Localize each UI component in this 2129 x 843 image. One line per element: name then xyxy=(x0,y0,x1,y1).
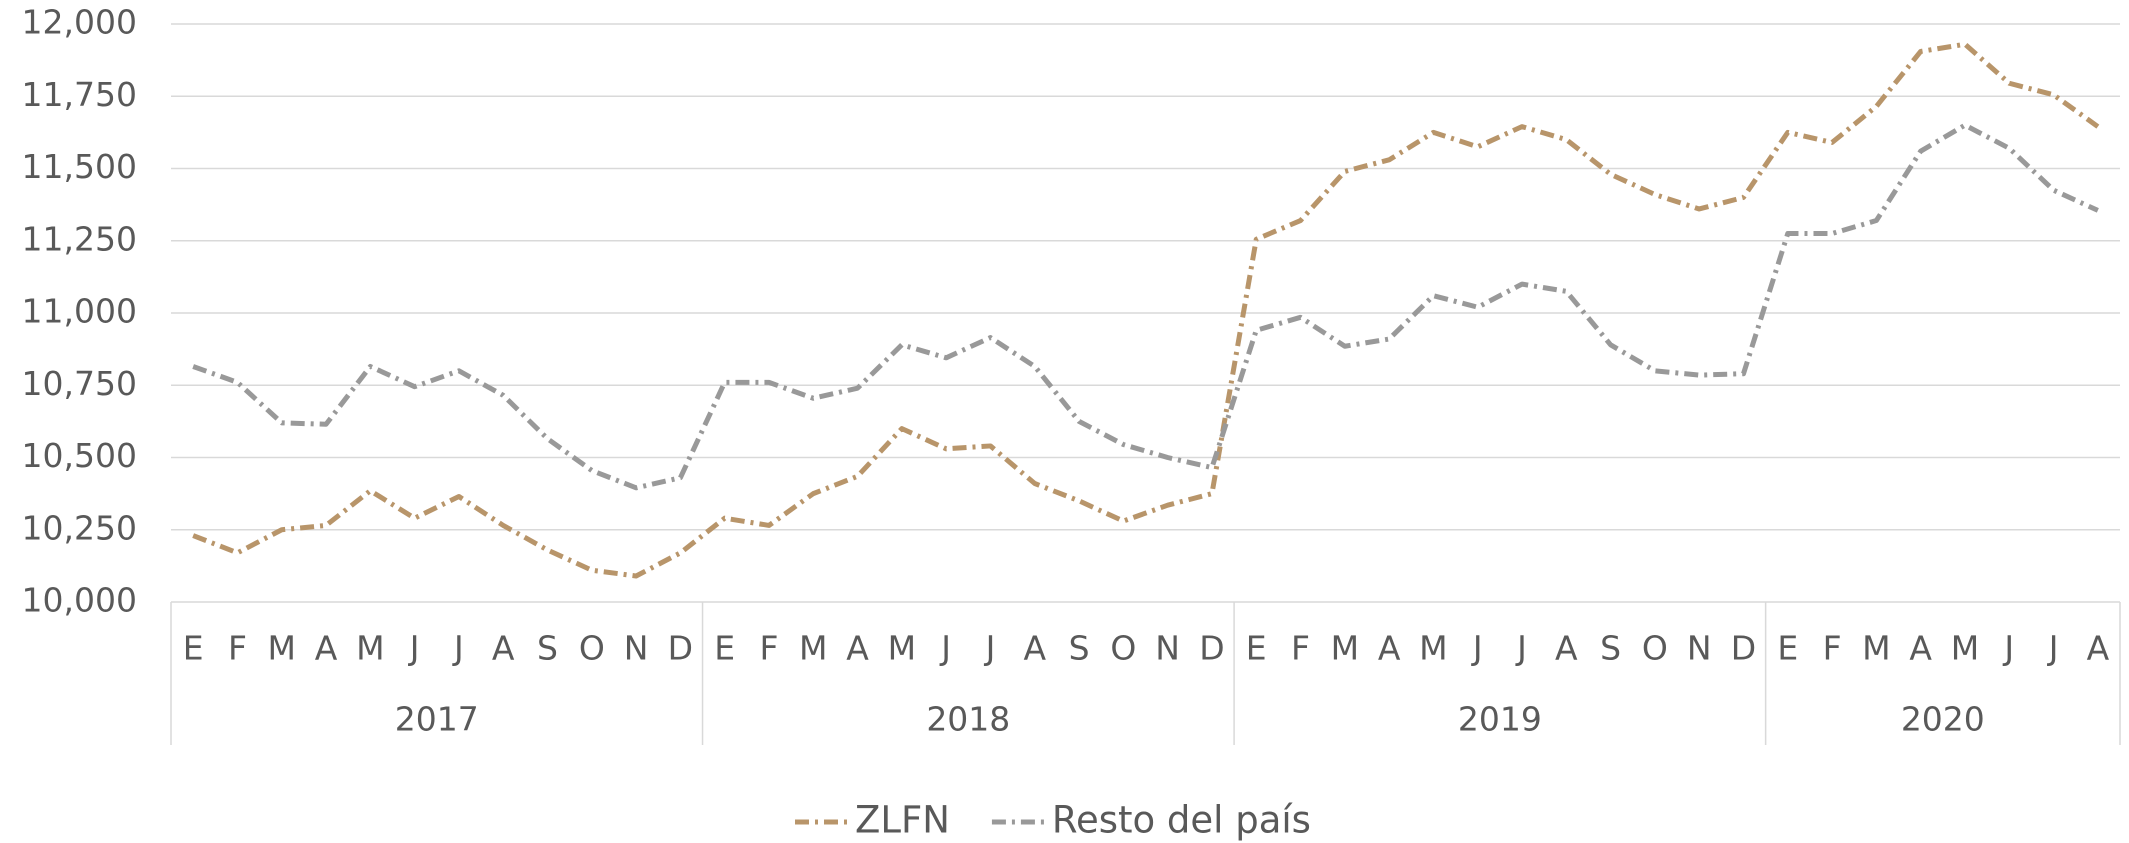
x-tick-label: S xyxy=(537,629,558,668)
legend-label: ZLFN xyxy=(855,799,950,842)
x-tick-label: F xyxy=(228,629,247,668)
x-tick-label: O xyxy=(1642,629,1668,668)
legend-label: Resto del país xyxy=(1052,799,1311,842)
x-tick-label: M xyxy=(1951,629,1979,668)
x-tick-label: J xyxy=(408,629,420,668)
x-tick-label: J xyxy=(452,629,464,668)
series-line xyxy=(192,122,2099,491)
y-tick-label: 12,000 xyxy=(22,3,137,42)
x-tick-label: A xyxy=(315,629,338,668)
y-tick-label: 10,250 xyxy=(22,508,137,547)
x-tick-label: F xyxy=(1291,629,1310,668)
x-tick-label: E xyxy=(1777,629,1798,668)
series-line xyxy=(192,41,2100,579)
x-tick-label: A xyxy=(1378,629,1401,668)
y-tick-label: 11,250 xyxy=(22,219,137,258)
x-tick-label: E xyxy=(714,629,735,668)
x-tick-label: M xyxy=(888,629,916,668)
x-tick-label: A xyxy=(1555,629,1578,668)
x-tick-label: M xyxy=(1331,629,1359,668)
y-tick-label: 11,000 xyxy=(22,292,137,331)
y-tick-label: 11,750 xyxy=(22,75,137,114)
x-tick-label: M xyxy=(267,629,295,668)
year-label: 2019 xyxy=(1458,700,1542,739)
x-tick-label: D xyxy=(1199,629,1224,668)
year-label: 2020 xyxy=(1901,700,1985,739)
year-label: 2017 xyxy=(395,700,479,739)
x-tick-label: F xyxy=(1823,629,1842,668)
legend: ZLFN Resto del país xyxy=(795,799,1311,842)
y-tick-label: 10,000 xyxy=(22,581,137,620)
x-tick-label: N xyxy=(1155,629,1180,668)
x-tick-label: A xyxy=(846,629,869,668)
x-tick-label: M xyxy=(1862,629,1890,668)
x-tick-label: J xyxy=(1515,629,1527,668)
x-tick-label: M xyxy=(1419,629,1447,668)
y-tick-label: 11,500 xyxy=(22,147,137,186)
x-tick-label: N xyxy=(1687,629,1712,668)
x-tick-label: J xyxy=(984,629,996,668)
x-tick-label: E xyxy=(183,629,204,668)
x-tick-label: A xyxy=(1909,629,1932,668)
x-tick-label: N xyxy=(624,629,649,668)
x-tick-label: J xyxy=(2002,629,2014,668)
x-tick-label: D xyxy=(668,629,693,668)
x-tick-label: E xyxy=(1246,629,1267,668)
x-tick-label: A xyxy=(2087,629,2110,668)
x-tick-label: J xyxy=(939,629,951,668)
x-tick-label: A xyxy=(1023,629,1046,668)
y-tick-label: 10,750 xyxy=(22,364,137,403)
x-tick-label: F xyxy=(759,629,778,668)
x-tick-label: S xyxy=(1600,629,1621,668)
x-tick-label: A xyxy=(492,629,515,668)
x-tick-label: O xyxy=(579,629,605,668)
x-tick-label: O xyxy=(1110,629,1136,668)
x-tick-label: S xyxy=(1069,629,1090,668)
x-tick-label: J xyxy=(2047,629,2059,668)
x-tick-label: J xyxy=(1471,629,1483,668)
x-tick-label: M xyxy=(356,629,384,668)
y-tick-label: 10,500 xyxy=(22,436,137,475)
year-label: 2018 xyxy=(926,700,1010,739)
x-tick-label: M xyxy=(799,629,827,668)
x-tick-label: D xyxy=(1731,629,1756,668)
